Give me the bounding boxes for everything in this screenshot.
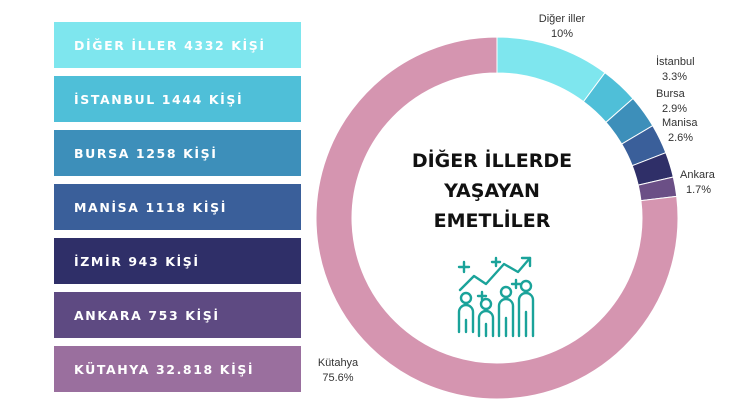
slice-label-name: Manisa xyxy=(662,117,698,129)
legend-item: MANİSA 1118 KİŞİ xyxy=(54,184,301,230)
slice-label-value: 3.3% xyxy=(662,71,687,83)
title-line-2: YAŞAYAN xyxy=(444,180,540,202)
legend-item: KÜTAHYA 32.818 KİŞİ xyxy=(54,346,301,392)
legend-item: DİĞER İLLER 4332 KİŞİ xyxy=(54,22,301,68)
legend: DİĞER İLLER 4332 KİŞİ İSTANBUL 1444 KİŞİ B… xyxy=(54,22,301,400)
slice-label-name: Diğer iller xyxy=(539,13,586,25)
slice-diğer-iller xyxy=(496,36,606,103)
slice-label-name: Ankara xyxy=(680,169,716,181)
legend-item: İZMİR 943 KİŞİ xyxy=(54,238,301,284)
legend-item: İSTANBUL 1444 KİŞİ xyxy=(54,76,301,122)
slice-label-value: 2.9% xyxy=(662,103,687,115)
title-line-3: EMETLİLER xyxy=(433,210,551,232)
title-line-1: DİĞER İLLERDE xyxy=(411,150,573,172)
slice-label-name: Bursa xyxy=(656,88,686,100)
slice-label-value: 2.6% xyxy=(668,132,693,144)
slice-label-value: 75.6% xyxy=(322,372,353,384)
chart-title: DİĞER İLLERDE YAŞAYAN EMETLİLER xyxy=(392,146,592,236)
slice-label-value: 10% xyxy=(551,28,573,40)
slice-label-name: Kütahya xyxy=(318,357,359,369)
slice-label-name: İstanbul xyxy=(656,55,695,68)
slice-label-value: 1.7% xyxy=(686,184,711,196)
legend-item: ANKARA 753 KİŞİ xyxy=(54,292,301,338)
slice-kütahya xyxy=(315,36,679,400)
people-growth-icon xyxy=(457,256,535,338)
legend-item: BURSA 1258 KİŞİ xyxy=(54,130,301,176)
